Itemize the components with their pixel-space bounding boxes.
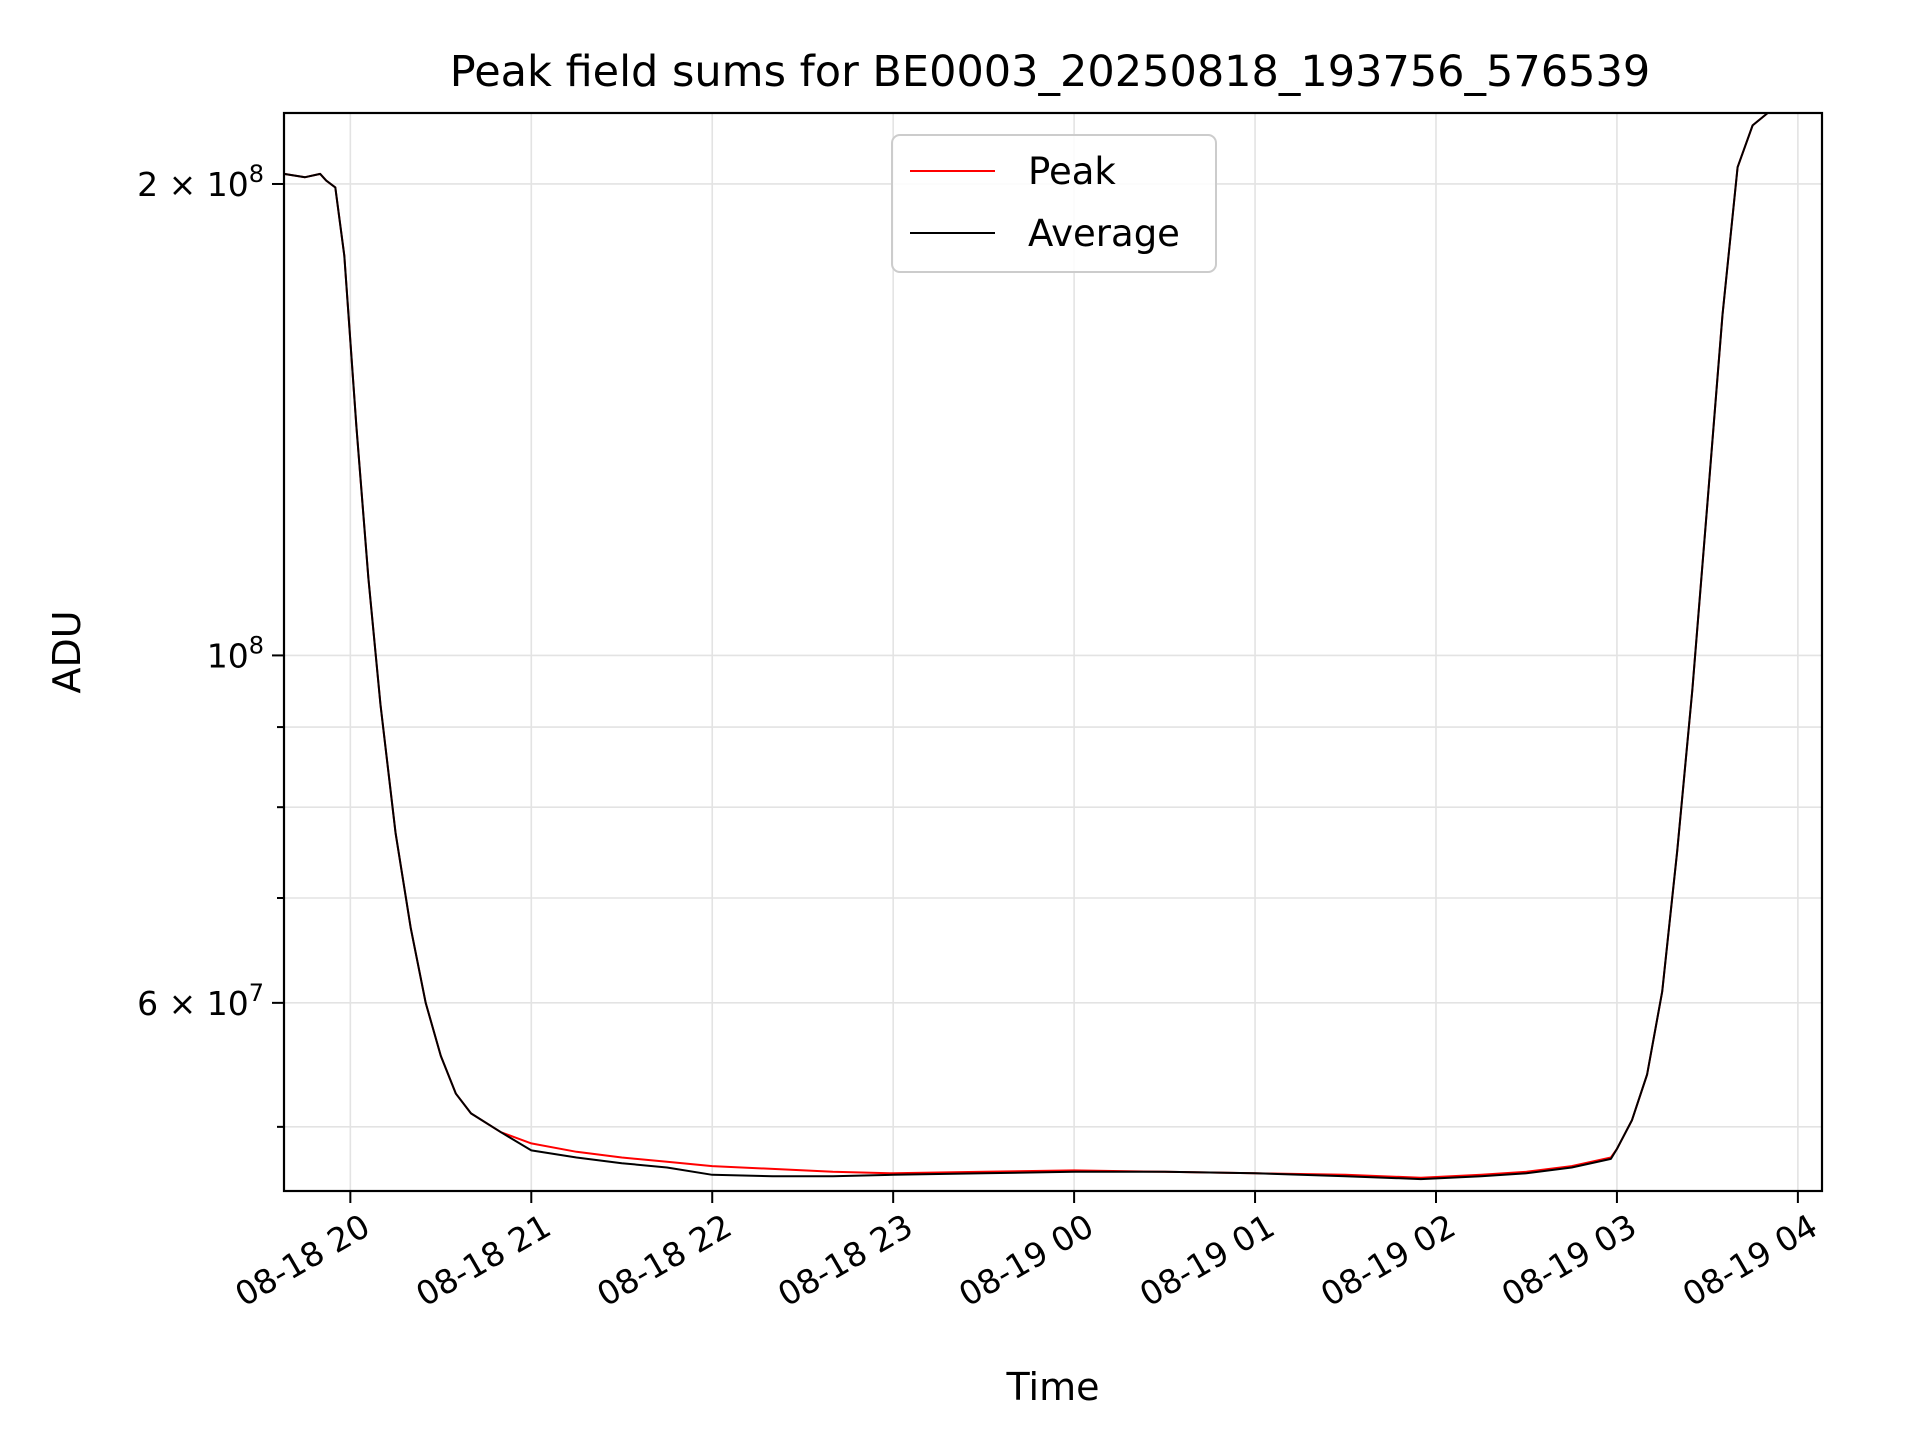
legend: Peak Average xyxy=(891,134,1217,273)
y-tick-label-base: 10 xyxy=(207,636,249,675)
y-tick-label: 2 × 108 xyxy=(137,160,264,204)
legend-box xyxy=(891,134,1217,273)
x-axis-label: Time xyxy=(1006,1365,1100,1409)
series-lines xyxy=(283,112,1798,1181)
y-tick-label-exponent: 8 xyxy=(249,160,264,188)
y-tick-label-base: 2 × 10 xyxy=(137,165,249,204)
y-tick-label: 108 xyxy=(207,631,264,675)
y-tick-label-exponent: 7 xyxy=(249,979,264,1007)
series-line-average xyxy=(283,112,1798,1181)
y-tick-label: 6 × 107 xyxy=(137,979,264,1023)
legend-label-average: Average xyxy=(1028,212,1180,255)
chart-title: Peak field sums for BE0003_20250818_1937… xyxy=(450,47,1650,97)
y-tick-label-exponent: 8 xyxy=(249,631,264,659)
plot-frame xyxy=(282,111,1824,1193)
y-tick-label-base: 6 × 10 xyxy=(137,984,249,1023)
legend-label-peak: Peak xyxy=(1028,150,1116,193)
y-axis-label: ADU xyxy=(45,610,89,693)
